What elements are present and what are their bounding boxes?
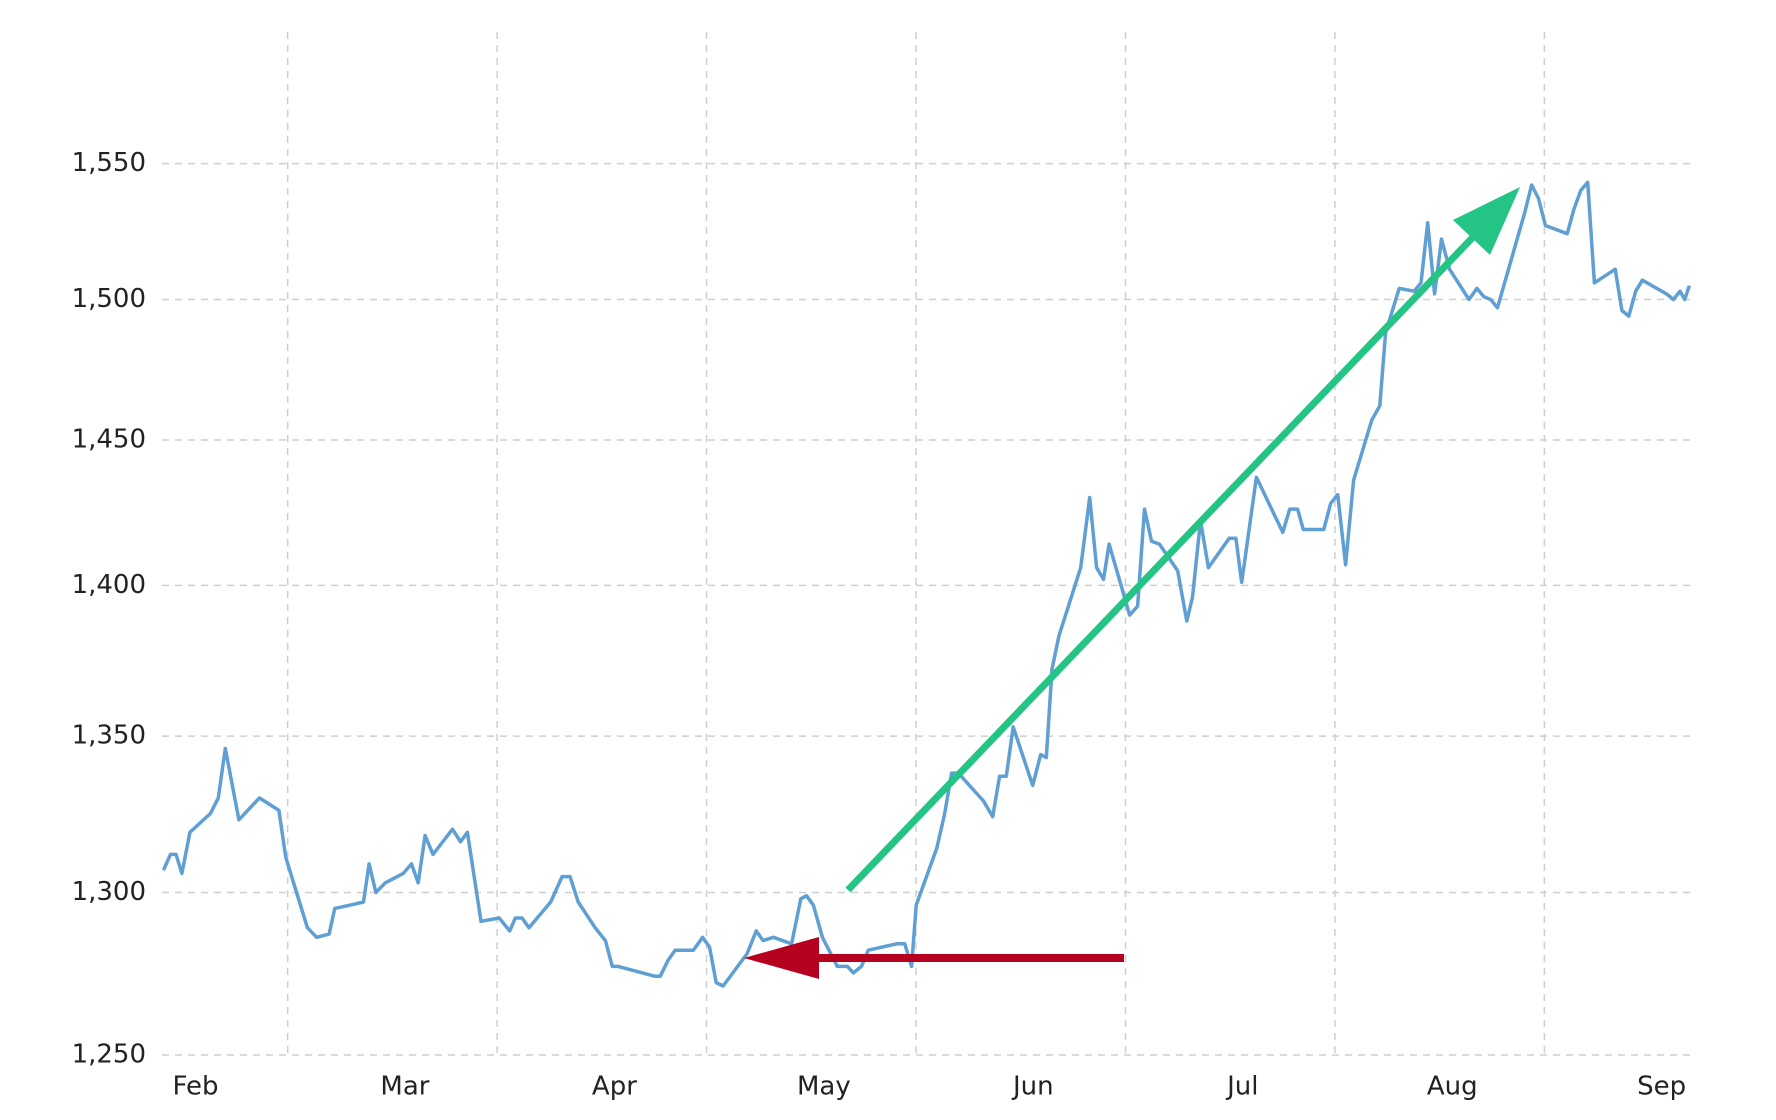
arrow-shaft — [845, 233, 1477, 893]
price-line — [161, 180, 1691, 988]
y-tick-label: 1,450 — [72, 424, 146, 454]
trend-arrow-left — [744, 937, 1124, 979]
plot — [161, 180, 1691, 988]
trend-arrow-up — [845, 187, 1520, 893]
y-tick-label: 1,350 — [72, 721, 146, 751]
x-tick-label: Feb — [172, 1072, 218, 1102]
arrow-head — [744, 937, 819, 979]
y-tick-label: 1,250 — [72, 1040, 146, 1070]
x-tick-label: May — [797, 1072, 851, 1102]
y-tick-label: 1,500 — [72, 284, 146, 314]
x-tick-label: Jun — [1011, 1072, 1054, 1102]
x-tick-label: Apr — [592, 1072, 637, 1102]
x-tick-label: Jul — [1225, 1072, 1258, 1102]
grid: 1,250 1,300 1,350 1,400 1,450 1,500 1,550 Feb Ma… — [72, 32, 1691, 1102]
x-tick-label: Mar — [380, 1072, 429, 1102]
arrow-head — [1453, 187, 1520, 255]
y-tick-label: 1,550 — [72, 148, 146, 178]
x-tick-label: Aug — [1427, 1072, 1478, 1102]
y-tick-label: 1,300 — [72, 877, 146, 907]
y-tick-label: 1,400 — [72, 570, 146, 600]
x-tick-label: Sep — [1637, 1072, 1686, 1102]
